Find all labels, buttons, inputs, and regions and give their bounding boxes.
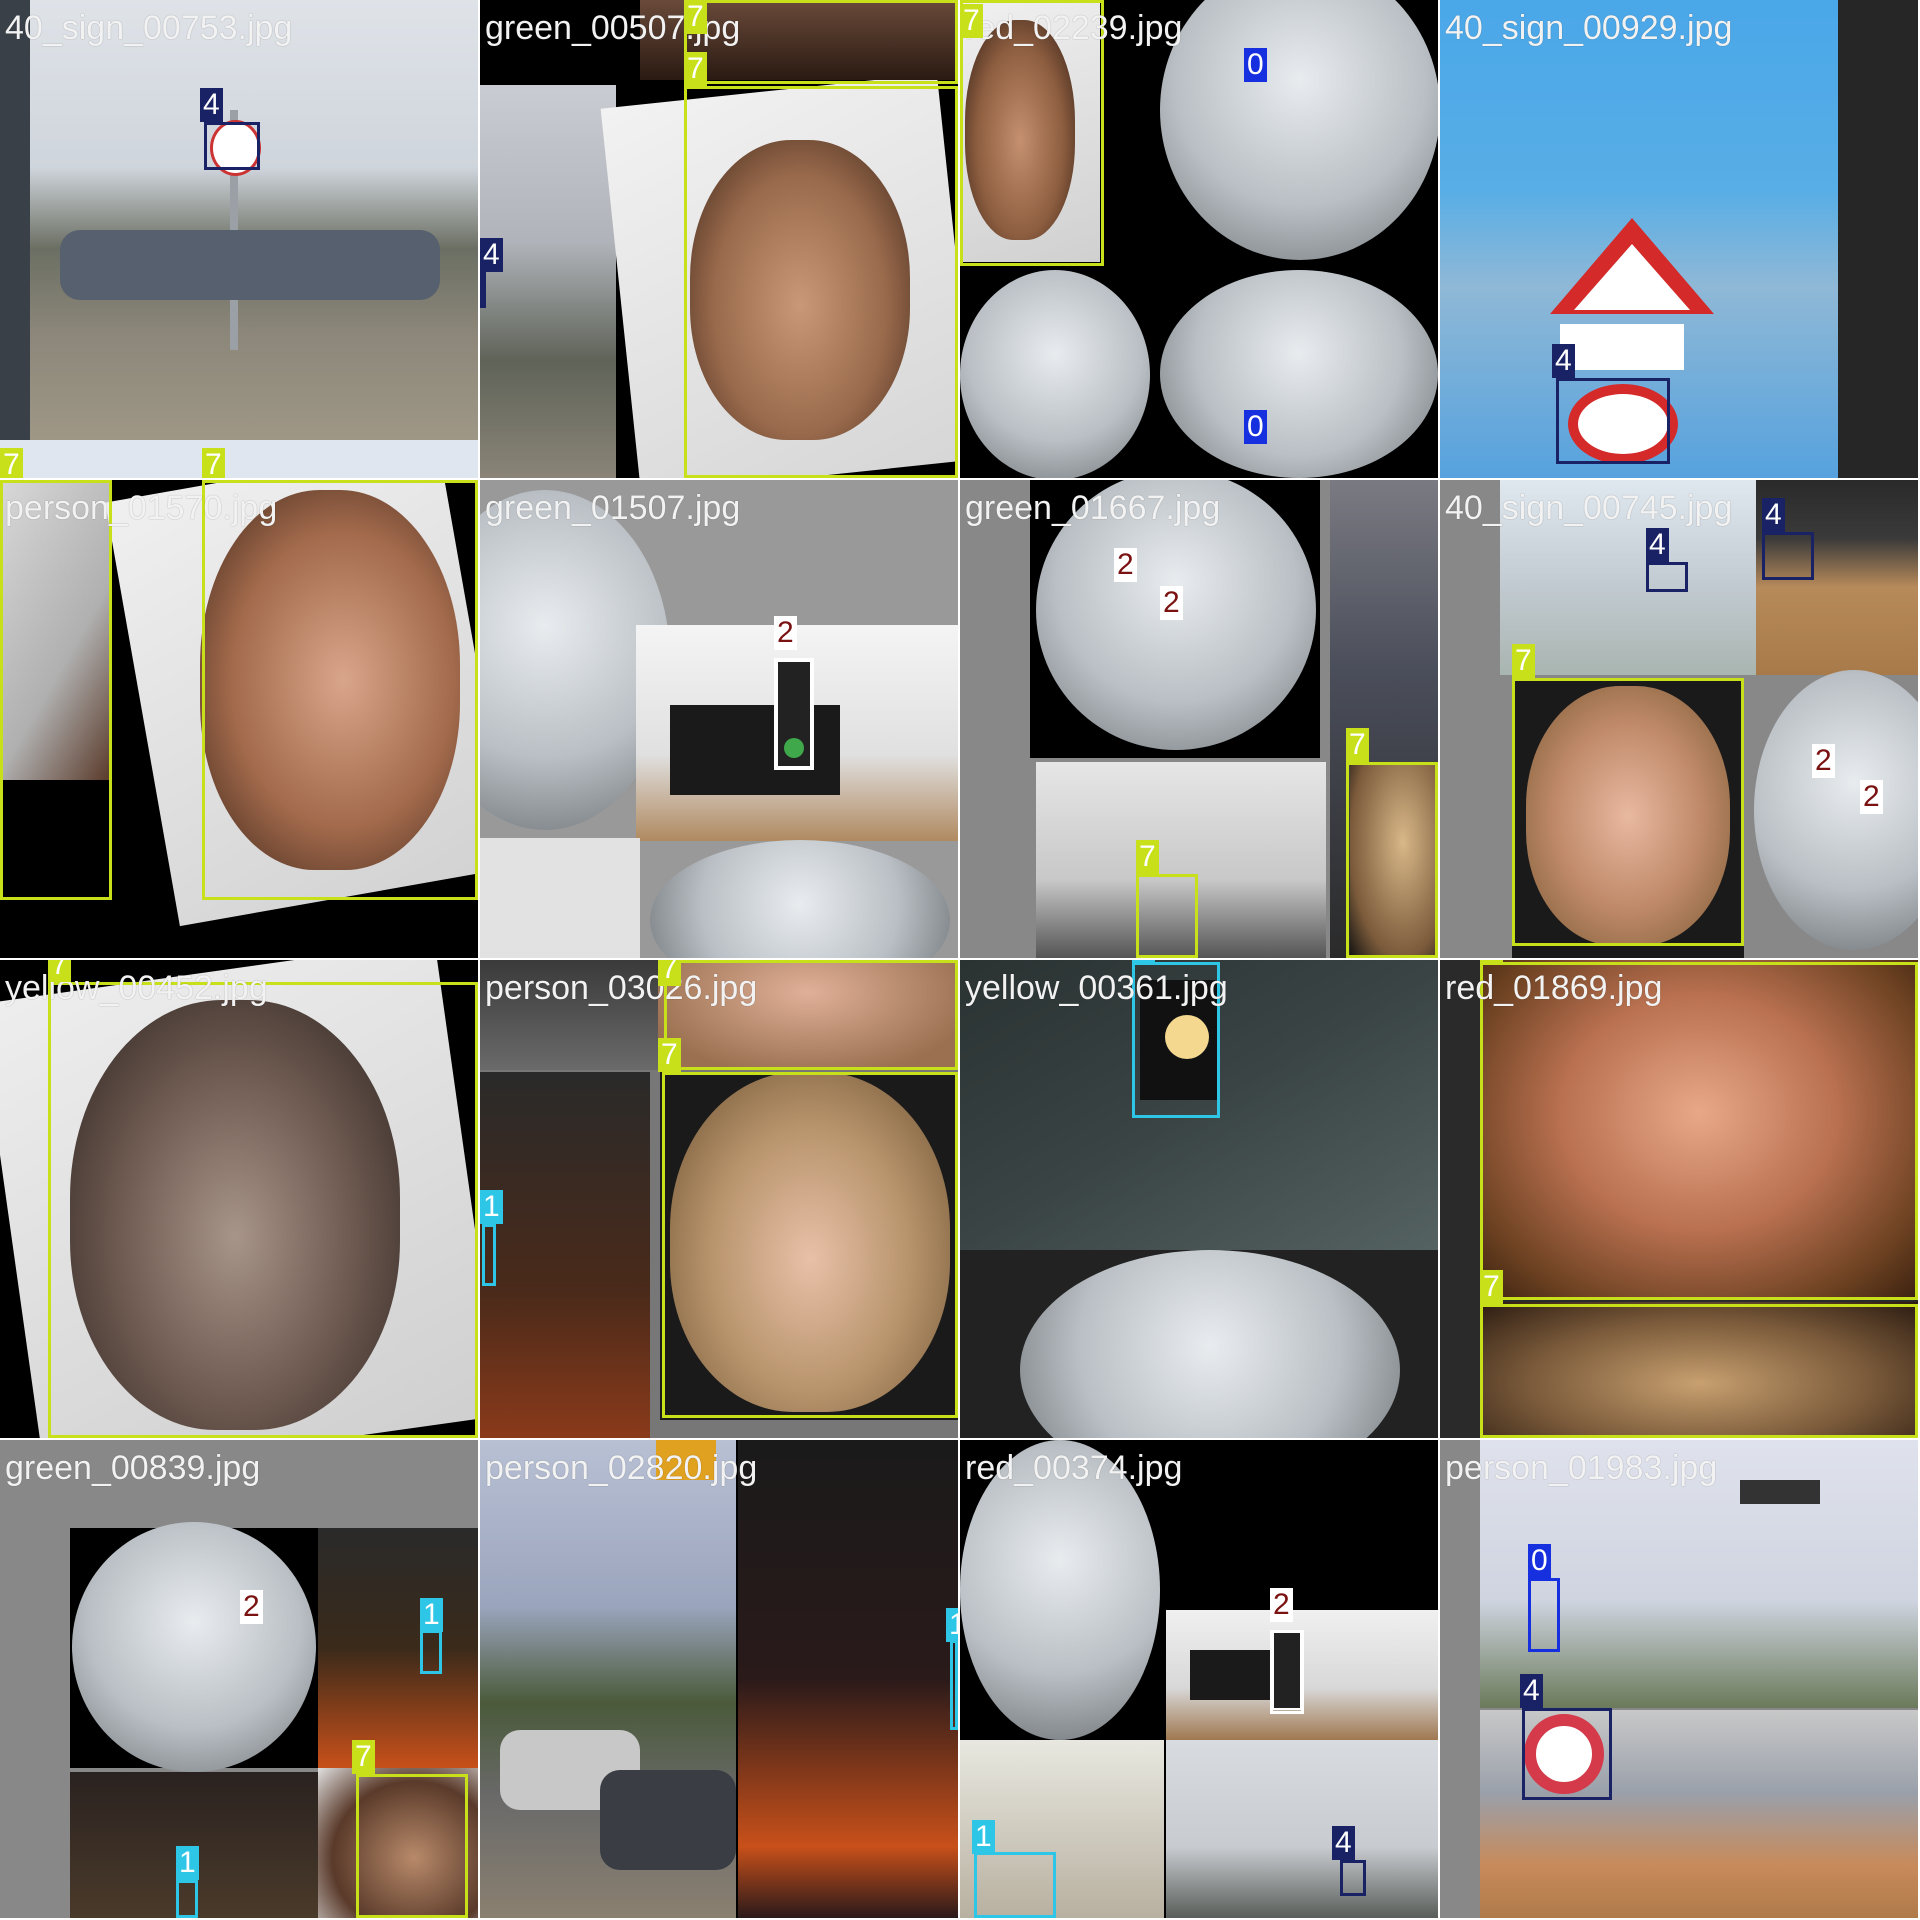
bbox-label: 0	[1528, 1544, 1551, 1578]
bbox-label: 7	[684, 52, 707, 86]
bbox-class-7	[48, 982, 478, 1438]
bbox-class-4	[1762, 532, 1814, 580]
bbox-class-7	[662, 1072, 958, 1418]
bbox-label: 4	[1332, 1826, 1355, 1860]
bbox-label: 4	[1762, 498, 1785, 532]
bbox-label: 2	[1860, 780, 1883, 814]
tile-filename: person_02820.jpg	[485, 1449, 758, 1487]
bbox-label: 7	[684, 0, 707, 34]
bbox-label: 7	[0, 448, 23, 478]
bbox-label: 4	[1520, 1674, 1543, 1708]
tile-green-01667: green_01667.jpg 2 2 7 7	[960, 480, 1438, 958]
bbox-class-2	[1270, 1630, 1304, 1714]
bbox-label: 1	[420, 1598, 443, 1632]
bbox-label: 2	[1812, 744, 1835, 778]
bbox-label: 1	[176, 1846, 199, 1880]
tile-red-02239: red_02239.jpg 7 0 0	[960, 0, 1438, 478]
bbox-class-1	[482, 1224, 496, 1286]
bbox-class-7	[1480, 962, 1918, 1300]
tile-filename: person_01983.jpg	[1445, 1449, 1718, 1487]
tile-person-02820: person_02820.jpg 1	[480, 1440, 958, 1918]
bbox-class-4	[1556, 378, 1670, 464]
bbox-class-1	[176, 1880, 198, 1918]
bbox-label: 2	[1114, 548, 1137, 582]
tile-filename: yellow_00361.jpg	[965, 969, 1228, 1007]
tile-filename: red_02239.jpg	[965, 9, 1183, 47]
tile-person-03026: person_03026.jpg 7 7 1	[480, 960, 958, 1438]
bbox-label: 1	[480, 1190, 503, 1224]
tile-yellow-00361: yellow_00361.jpg 1	[960, 960, 1438, 1438]
bbox-class-7	[684, 86, 958, 478]
bbox-label: 0	[1244, 410, 1267, 444]
tile-red-00374: red_00374.jpg 2 1 4	[960, 1440, 1438, 1918]
bbox-label: 1	[972, 1820, 995, 1854]
tile-filename: green_00839.jpg	[5, 1449, 261, 1487]
tile-filename: person_03026.jpg	[485, 969, 758, 1007]
bbox-class-4	[1646, 562, 1688, 592]
bbox-label: 7	[352, 1740, 375, 1774]
tile-filename: red_00374.jpg	[965, 1449, 1183, 1487]
bbox-class-7	[1136, 874, 1198, 958]
bbox-class-7	[1480, 1304, 1918, 1438]
tile-filename: person_01570.jpg	[5, 489, 278, 527]
bbox-label: 0	[1244, 48, 1267, 82]
tile-filename: yellow_00452.jpg	[5, 969, 268, 1007]
tile-40-sign-00753: 40_sign_00753.jpg 4 7 7	[0, 0, 478, 478]
bbox-label: 7	[1512, 644, 1535, 678]
bbox-class-4	[204, 122, 260, 170]
bbox-label: 4	[1552, 344, 1575, 378]
bbox-label: 7	[960, 4, 983, 38]
bbox-class-0	[1528, 1578, 1560, 1652]
bbox-label: 7	[1480, 1270, 1503, 1304]
tile-green-01507: green_01507.jpg 2	[480, 480, 958, 958]
bbox-label: 1	[946, 1608, 958, 1642]
bbox-label: 2	[1270, 1588, 1293, 1622]
bbox-class-4	[1522, 1708, 1612, 1800]
bbox-label: 7	[1480, 960, 1503, 962]
bbox-class-7	[0, 480, 112, 900]
tile-filename: red_01869.jpg	[1445, 969, 1663, 1007]
bbox-class-1	[420, 1630, 442, 1674]
tile-red-01869: red_01869.jpg 7 7	[1440, 960, 1918, 1438]
bbox-class-7	[684, 0, 958, 84]
bbox-class-1	[950, 1640, 958, 1730]
bbox-label: 7	[658, 1038, 681, 1072]
bbox-class-7	[1346, 762, 1438, 958]
bbox-label: 7	[658, 960, 681, 986]
bbox-label: 2	[240, 1590, 263, 1624]
bbox-label: 7	[1136, 840, 1159, 874]
bbox-class-7	[202, 480, 478, 900]
bbox-label: 4	[1646, 528, 1669, 562]
bbox-class-2	[774, 658, 814, 770]
tile-filename: 40_sign_00753.jpg	[5, 9, 293, 47]
bbox-class-7	[664, 960, 958, 1070]
bbox-class-4	[1340, 1860, 1366, 1896]
bbox-class-7	[356, 1774, 468, 1918]
bbox-label: 4	[480, 238, 503, 272]
bbox-label: 2	[1160, 586, 1183, 620]
tile-person-01570: person_01570.jpg	[0, 480, 478, 958]
bbox-label: 2	[774, 616, 797, 650]
tile-filename: 40_sign_00929.jpg	[1445, 9, 1733, 47]
tile-person-01983: person_01983.jpg 0 4	[1440, 1440, 1918, 1918]
tile-40-sign-00929: 40_sign_00929.jpg 4	[1440, 0, 1918, 478]
tile-green-00507: green_00507.jpg 7 7 4	[480, 0, 958, 478]
tile-filename: 40_sign_00745.jpg	[1445, 489, 1733, 527]
bbox-class-1	[974, 1852, 1056, 1918]
tile-green-00839: green_00839.jpg 2 1 1 7	[0, 1440, 478, 1918]
tile-40-sign-00745: 40_sign_00745.jpg 4 4 7 2 2	[1440, 480, 1918, 958]
bbox-label: 7	[48, 960, 71, 982]
bbox-class-7	[960, 0, 1104, 266]
bbox-class-1	[1132, 962, 1220, 1118]
tile-yellow-00452: yellow_00452.jpg 7	[0, 960, 478, 1438]
bbox-label: 7	[1346, 728, 1369, 762]
bbox-label: 1	[1132, 960, 1155, 964]
bbox-label: 7	[202, 448, 225, 478]
tile-filename: green_01667.jpg	[965, 489, 1221, 527]
tile-filename: green_01507.jpg	[485, 489, 741, 527]
bbox-label: 4	[200, 88, 223, 122]
bbox-class-7	[1512, 678, 1744, 946]
